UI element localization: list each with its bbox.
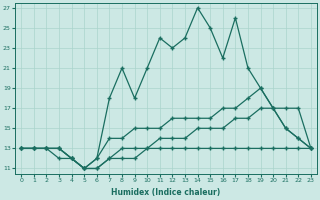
X-axis label: Humidex (Indice chaleur): Humidex (Indice chaleur): [111, 188, 221, 197]
